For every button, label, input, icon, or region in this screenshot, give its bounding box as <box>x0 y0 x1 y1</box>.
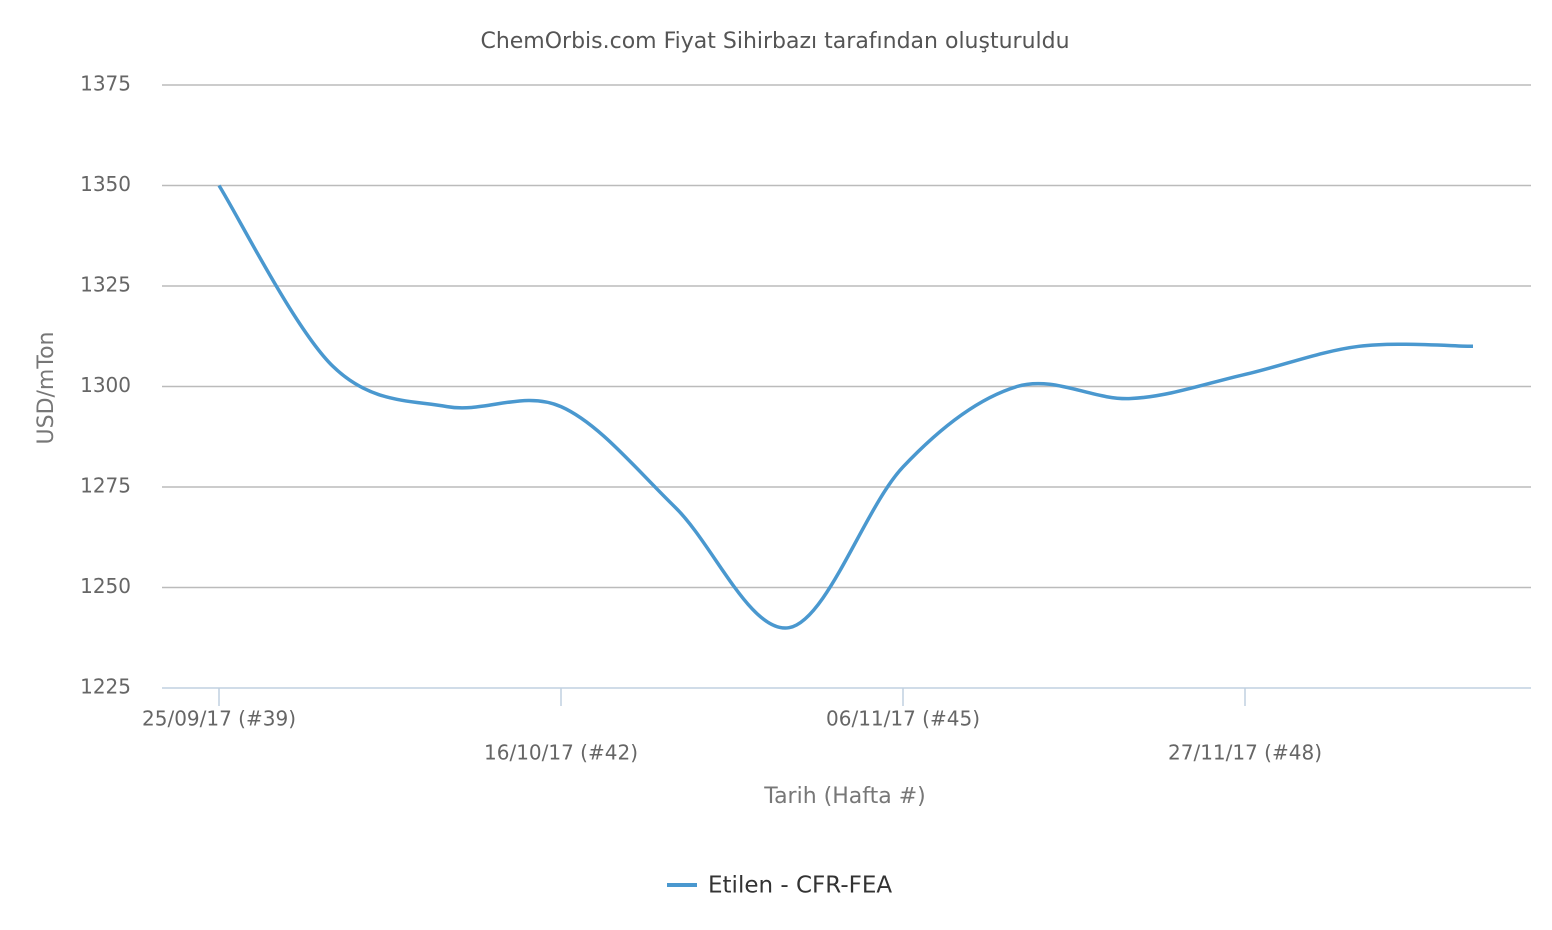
x-axis-title: Tarih (Hafta #) <box>763 784 925 809</box>
x-tick-label: 06/11/17 (#45) <box>826 707 980 731</box>
y-tick-label: 1250 <box>80 574 131 598</box>
y-tick-label: 1350 <box>80 172 131 196</box>
series-line <box>217 184 1474 630</box>
y-tick-label: 1225 <box>80 675 131 699</box>
y-tick-label: 1300 <box>80 373 131 397</box>
x-tick-label: 16/10/17 (#42) <box>484 741 638 765</box>
y-tick-label: 1325 <box>80 273 131 297</box>
legend-label: Etilen - CFR-FEA <box>708 873 892 899</box>
chart-title: ChemOrbis.com Fiyat Sihirbazı tarafından… <box>480 29 1069 54</box>
x-tick-label: 25/09/17 (#39) <box>142 707 296 731</box>
y-tick-label: 1375 <box>80 72 131 96</box>
y-axis-title: USD/mTon <box>34 332 59 445</box>
x-tick-label: 27/11/17 (#48) <box>1168 741 1322 765</box>
y-tick-label: 1275 <box>80 474 131 498</box>
